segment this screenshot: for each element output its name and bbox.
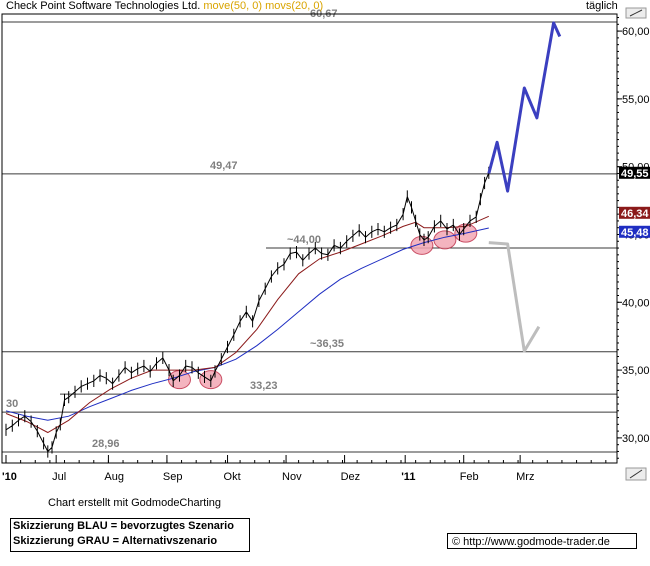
ma50-label: move(50, 0) [203,0,263,12]
chart-credit: Chart erstellt mit GodmodeCharting [48,497,222,509]
y-tick-label-6: 60,00 [622,26,650,38]
x-month-label-9: Mrz [516,471,534,483]
last-price-label-2: 45,48 [621,227,649,239]
hline-label-2: ~44,00 [287,234,321,246]
scenario-legend: Skizzierung BLAU = bevorzugtes Szenario … [10,518,250,552]
sma50-line [5,227,489,421]
x-month-label-5: Nov [282,471,302,483]
stock-name: Check Point Software Technologies Ltd. [6,0,201,12]
last-price-box-0 [619,166,650,179]
chart-frame [1,7,647,481]
last-price-box-2 [619,225,650,238]
interval-label: täglich [586,0,618,12]
hline-label-4: 33,23 [250,380,278,392]
price-line [5,166,490,458]
last-price-label-0: 49,55 [621,168,649,180]
source-url[interactable]: http://www.godmode-trader.de [463,536,610,548]
options-icon-mark [629,469,643,479]
source-url-box[interactable]: © http://www.godmode-trader.de [447,533,637,549]
chart-title: Check Point Software Technologies Ltd. m… [6,0,323,12]
legend-grey-scenario: Skizzierung GRAU = Alternativszenario [13,535,218,547]
highlight-ellipse-2 [410,235,434,255]
plot-frame [1,13,618,464]
chart-options-icon-top [625,7,647,19]
hline-label-3: ~36,35 [310,338,344,350]
options-icon-mark [629,9,643,17]
highlight-ellipse-3 [433,230,457,250]
scenario-grey-line [488,241,541,353]
x-month-label-1: Jul [52,471,66,483]
y-tick-label-5: 55,00 [622,94,650,106]
series-layer [5,21,562,458]
hline-label-6: 28,96 [92,438,120,450]
last-price-label-1: 46,34 [621,208,649,220]
copyright-icon: © [452,536,461,548]
y-tick-label-2: 40,00 [622,297,650,309]
x-month-label-7: '11 [401,471,415,483]
ma20-label: movs(20, 0) [265,0,324,12]
legend-blue-scenario: Skizzierung BLAU = bevorzugtes Szenario [13,520,234,532]
highlight-ellipses [167,223,478,390]
scenario-blue-line [487,21,562,193]
x-month-label-0: '10 [2,471,17,483]
y-tick-label-1: 35,00 [622,365,650,377]
last-price-labels: 49,55 46,34 45,48 [619,166,650,239]
x-month-label-6: Dez [341,471,361,483]
last-price-box-1 [619,206,650,219]
hline-label-1: 49,47 [210,160,238,172]
x-month-label-4: Okt [224,471,241,483]
y-tick-label-0: 30,00 [622,433,650,445]
x-month-label-8: Feb [460,471,479,483]
x-axis: '10 Jul Aug Sep Okt Nov Dez '11 Feb Mrz [2,455,607,483]
chart-options-icon-bottom [625,467,647,481]
support-resistance-lines [2,21,617,453]
x-month-label-2: Aug [104,471,124,483]
hline-label-5: 30 [6,398,18,410]
x-month-label-3: Sep [163,471,183,483]
